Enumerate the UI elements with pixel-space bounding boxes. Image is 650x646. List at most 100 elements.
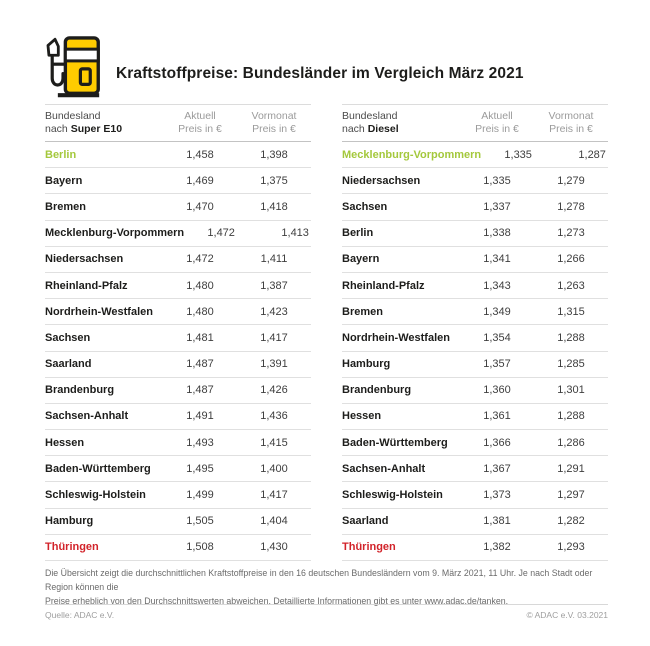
state-name: Thüringen: [342, 541, 396, 554]
current-price: 1,472: [186, 253, 214, 266]
state-name: Bremen: [45, 200, 86, 213]
header-line1: Bundesland: [342, 110, 398, 122]
fuel-type-label: Super E10: [70, 123, 123, 135]
current-price: 1,381: [483, 515, 511, 528]
fuel-pump-icon: [46, 36, 100, 98]
current-price: 1,361: [483, 410, 511, 423]
column-header-vormonat: Vormonat Preis in €: [251, 110, 297, 135]
table-row: Bremen 1,349 1,315: [342, 299, 608, 326]
previous-month-price: 1,436: [260, 410, 288, 423]
state-name: Schleswig-Holstein: [342, 489, 443, 502]
table-body-diesel: Mecklenburg-Vorpommern 1,335 1,287 Niede…: [342, 142, 608, 561]
column-header-aktuell: Aktuell Preis in €: [475, 110, 519, 135]
state-name: Niedersachsen: [342, 174, 421, 187]
previous-month-price: 1,301: [557, 384, 585, 397]
table-row: Thüringen 1,508 1,430: [45, 535, 311, 561]
current-price: 1,360: [483, 384, 511, 397]
header-line2-prefix: nach: [342, 123, 368, 135]
header: Kraftstoffpreise: Bundesländer im Vergle…: [40, 35, 524, 99]
current-price: 1,480: [186, 305, 214, 318]
previous-month-price: 1,423: [260, 305, 288, 318]
previous-month-price: 1,282: [557, 515, 585, 528]
state-name: Mecklenburg-Vorpommern: [342, 148, 482, 161]
table-row: Rheinland-Pfalz 1,343 1,263: [342, 273, 608, 300]
table-row: Niedersachsen 1,335 1,279: [342, 168, 608, 195]
current-price: 1,499: [186, 489, 214, 502]
table-row: Hessen 1,361 1,288: [342, 404, 608, 431]
previous-month-price: 1,288: [557, 331, 585, 344]
table-row: Bayern 1,469 1,375: [45, 168, 311, 195]
table-header-diesel: Bundesland nach Diesel Aktuell Preis in …: [342, 105, 608, 142]
previous-month-price: 1,418: [260, 200, 288, 213]
previous-month-price: 1,417: [260, 331, 288, 344]
state-name: Saarland: [342, 515, 389, 528]
current-price: 1,487: [186, 358, 214, 371]
table-row: Sachsen 1,481 1,417: [45, 325, 311, 352]
previous-month-price: 1,430: [260, 541, 288, 554]
current-price: 1,335: [483, 174, 511, 187]
state-name: Sachsen: [342, 200, 388, 213]
source-label: Quelle: ADAC e.V.: [45, 610, 115, 620]
previous-month-price: 1,400: [260, 462, 288, 475]
table-row: Bayern 1,341 1,266: [342, 247, 608, 273]
column-header-bundesland: Bundesland nach Diesel: [342, 110, 460, 136]
state-name: Hamburg: [45, 515, 94, 528]
previous-month-price: 1,287: [578, 148, 606, 161]
previous-month-price: 1,315: [557, 305, 585, 318]
state-name: Brandenburg: [342, 384, 412, 397]
current-price: 1,338: [483, 227, 511, 240]
table-row: Brandenburg 1,487 1,426: [45, 378, 311, 404]
state-name: Bayern: [45, 174, 83, 187]
copyright-label: © ADAC e.V. 03.2021: [526, 610, 608, 620]
state-name: Thüringen: [45, 541, 99, 554]
previous-month-price: 1,413: [281, 227, 309, 240]
current-price: 1,472: [207, 227, 235, 240]
header-line1: Bundesland: [45, 110, 101, 122]
state-name: Schleswig-Holstein: [45, 489, 146, 502]
footnote: Die Übersicht zeigt die durchschnittlich…: [45, 566, 597, 608]
column-header-vormonat: Vormonat Preis in €: [548, 110, 594, 135]
state-name: Baden-Württemberg: [342, 436, 448, 449]
state-name: Saarland: [45, 358, 92, 371]
current-price: 1,508: [186, 541, 214, 554]
column-header-aktuell: Aktuell Preis in €: [178, 110, 222, 135]
current-price: 1,357: [483, 358, 511, 371]
state-name: Mecklenburg-Vorpommern: [45, 227, 185, 240]
table-row: Nordrhein-Westfalen 1,480 1,423: [45, 299, 311, 326]
current-price: 1,349: [483, 305, 511, 318]
current-price: 1,335: [504, 148, 532, 161]
table-row: Sachsen-Anhalt 1,491 1,436: [45, 404, 311, 431]
current-price: 1,487: [186, 384, 214, 397]
current-price: 1,337: [483, 200, 511, 213]
table-row: Nordrhein-Westfalen 1,354 1,288: [342, 325, 608, 352]
previous-month-price: 1,291: [557, 462, 585, 475]
table-row: Bremen 1,470 1,418: [45, 194, 311, 221]
table-row: Baden-Württemberg 1,366 1,286: [342, 430, 608, 457]
previous-month-price: 1,263: [557, 279, 585, 292]
table-body-super-e10: Berlin 1,458 1,398 Bayern 1,469 1,375 Br…: [45, 142, 311, 561]
current-price: 1,382: [483, 541, 511, 554]
previous-month-price: 1,278: [557, 200, 585, 213]
state-name: Hessen: [45, 436, 85, 449]
table-row: Mecklenburg-Vorpommern 1,472 1,413: [45, 221, 311, 247]
table-row: Saarland 1,487 1,391: [45, 352, 311, 378]
state-name: Bayern: [342, 253, 380, 266]
tables-container: Bundesland nach Super E10 Aktuell Preis …: [45, 104, 608, 561]
state-name: Niedersachsen: [45, 253, 124, 266]
previous-month-price: 1,293: [557, 541, 585, 554]
previous-month-price: 1,266: [557, 253, 585, 266]
column-header-bundesland: Bundesland nach Super E10: [45, 110, 163, 136]
current-price: 1,354: [483, 331, 511, 344]
state-name: Brandenburg: [45, 384, 115, 397]
table-row: Schleswig-Holstein 1,373 1,297: [342, 482, 608, 509]
previous-month-price: 1,285: [557, 358, 585, 371]
credits-bar: Quelle: ADAC e.V. © ADAC e.V. 03.2021: [45, 610, 608, 620]
state-name: Nordrhein-Westfalen: [342, 331, 450, 344]
state-name: Sachsen-Anhalt: [45, 410, 129, 423]
table-super-e10: Bundesland nach Super E10 Aktuell Preis …: [45, 104, 311, 561]
table-row: Saarland 1,381 1,282: [342, 509, 608, 535]
table-row: Hessen 1,493 1,415: [45, 430, 311, 457]
previous-month-price: 1,273: [557, 227, 585, 240]
previous-month-price: 1,398: [260, 148, 288, 161]
state-name: Sachsen: [45, 331, 91, 344]
